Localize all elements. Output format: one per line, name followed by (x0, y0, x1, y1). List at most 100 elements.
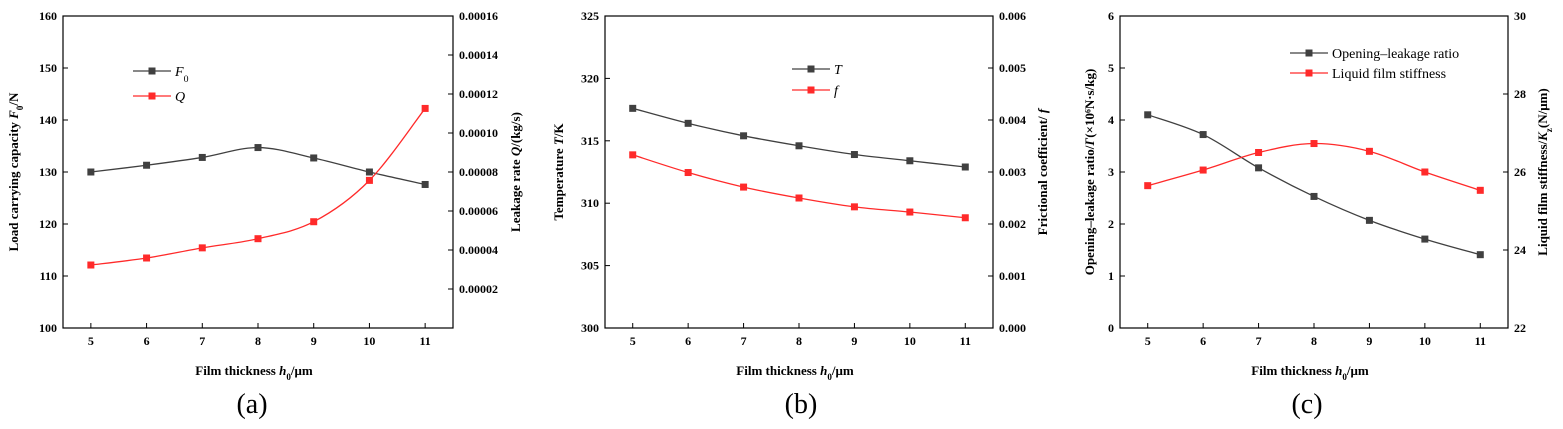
x-axis-title-text: Film thickness (195, 363, 279, 378)
y-right-tick-label: 0.004 (999, 113, 1026, 127)
y-left-axis-title-subscript: 0 (15, 105, 25, 110)
data-point-f0 (421, 180, 429, 188)
data-point-f (906, 208, 914, 216)
x-axis-title-text: Film thickness (736, 363, 820, 378)
x-tick-label: 8 (796, 334, 802, 348)
y-left-tick-label: 140 (39, 113, 57, 127)
y-right-axis-title-symbol: K (1535, 131, 1550, 142)
x-tick-label: 10 (904, 334, 916, 348)
data-point-q (254, 235, 262, 243)
x-axis-title: Film thickness h0/μm (195, 363, 313, 382)
legend-label-main: T (834, 63, 843, 78)
series-line-f (632, 154, 966, 219)
y-right-axis-title-text: Frictional coefficient/ (1035, 113, 1050, 235)
data-point-q (143, 254, 151, 262)
y-right-axis-title-text: Leakage rate (508, 156, 523, 232)
y-right-tick-label: 0.00002 (459, 282, 498, 296)
x-tick-label: 5 (1145, 334, 1151, 348)
plot-frame (62, 15, 454, 329)
legend-marker-liquid-film-stiffness (1305, 69, 1313, 77)
legend-label-f0: F0 (174, 65, 189, 85)
data-point-liquid-film-stiffness (1421, 168, 1429, 176)
y-right-tick-label: 28 (1514, 87, 1526, 101)
data-point-t (740, 132, 748, 140)
legend-label-liquid-film-stiffness: Liquid film stiffness (1332, 67, 1446, 82)
legend-marker-f (807, 86, 815, 94)
y-left-tick-label: 1 (1108, 269, 1114, 283)
y-right-tick-label: 24 (1514, 243, 1526, 257)
y-left-axis-title: Temperature T/K (551, 123, 566, 221)
y-left-axis-title-unit: (×10⁶N·s/kg) (1082, 69, 1097, 138)
legend-label-main: Q (175, 90, 185, 105)
y-right-axis-title: Liquid film stiffness/Kz(N/μm) (1535, 88, 1554, 255)
data-point-opening-leakage-ratio (1365, 216, 1373, 224)
y-right-tick-label: 26 (1514, 165, 1526, 179)
legend-label-main: Liquid film stiffness (1332, 67, 1446, 82)
chart-panel-3: 5 6 7 8 9 10 11 0 1 2 3 4 5 6 22 24 26 28 30 Film thickness… (1082, 9, 1554, 420)
x-tick-label: 6 (144, 334, 150, 348)
y-left-axis-title-unit: /K (551, 123, 566, 139)
x-axis-title-subscript: 0 (827, 372, 832, 382)
y-right-tick-label: 0.002 (999, 217, 1026, 231)
y-right-tick-label: 0.00006 (459, 204, 498, 218)
data-point-q (365, 176, 373, 184)
x-tick-label: 5 (630, 334, 636, 348)
x-tick-label: 5 (88, 334, 94, 348)
panel-label: (a) (236, 389, 267, 420)
data-point-q (87, 261, 95, 269)
panel-label: (b) (785, 389, 818, 420)
legend-marker-opening-leakage-ratio (1305, 49, 1313, 57)
legend-marker-q (148, 92, 156, 100)
y-left-tick-label: 320 (581, 71, 599, 85)
x-tick-label: 6 (1200, 334, 1206, 348)
legend-label-t: T (834, 63, 843, 78)
x-tick-label: 8 (255, 334, 261, 348)
data-point-opening-leakage-ratio (1199, 131, 1207, 139)
y-left-tick-label: 310 (581, 196, 599, 210)
panel-label: (c) (1291, 389, 1322, 420)
data-point-t (629, 104, 637, 112)
legend-label-q: Q (175, 90, 185, 105)
y-left-axis-title-text: Temperature (551, 145, 566, 220)
x-axis-title-unit: /μm (290, 363, 313, 378)
x-tick-label: 6 (685, 334, 691, 348)
y-right-tick-label: 0.005 (999, 61, 1026, 75)
x-tick-label: 7 (199, 334, 205, 348)
y-right-tick-label: 22 (1514, 321, 1526, 335)
x-tick-label: 9 (311, 334, 317, 348)
data-point-t (906, 157, 914, 165)
data-point-t (684, 119, 692, 127)
x-tick-label: 7 (741, 334, 747, 348)
y-right-axis-title: Leakage rate Q/(kg/s) (508, 112, 523, 232)
data-point-t (795, 142, 803, 150)
y-right-tick-label: 0.00012 (459, 87, 498, 101)
y-left-tick-label: 300 (581, 321, 599, 335)
x-axis-title-subscript: 0 (1342, 372, 1347, 382)
y-right-axis-title-text: Liquid film stiffness/ (1535, 140, 1550, 255)
y-right-axis-title-unit: /(kg/s) (508, 112, 523, 148)
data-point-f0 (143, 161, 151, 169)
y-left-tick-label: 0 (1108, 321, 1114, 335)
y-left-tick-label: 110 (40, 269, 57, 283)
data-point-f (629, 151, 637, 159)
y-right-axis-title: Frictional coefficient/ f (1035, 107, 1050, 235)
data-point-f (961, 214, 969, 222)
data-point-liquid-film-stiffness (1255, 149, 1263, 156)
y-right-tick-label: 0.00016 (459, 9, 498, 23)
y-right-tick-label: 30 (1514, 9, 1526, 23)
data-point-t (850, 151, 858, 159)
data-point-t (961, 163, 969, 171)
series-line-liquid-film-stiffness (1147, 142, 1481, 191)
x-axis-title-text: Film thickness (1251, 363, 1335, 378)
y-left-tick-label: 120 (39, 217, 57, 231)
chart-panel-1: 5 6 7 8 9 10 11 100 110 120 130 140 150 160 0.00002 0.0… (6, 9, 523, 420)
y-left-tick-label: 150 (39, 61, 57, 75)
y-right-tick-label: 0.000 (999, 321, 1026, 335)
y-left-axis-title-symbol: F (6, 110, 21, 120)
legend-marker-t (807, 65, 815, 73)
y-right-tick-label: 0.00008 (459, 165, 498, 179)
data-point-opening-leakage-ratio (1421, 235, 1429, 243)
y-right-tick-label: 0.001 (999, 269, 1026, 283)
y-left-axis-title: Load carrying capacity F0/N (6, 92, 25, 251)
